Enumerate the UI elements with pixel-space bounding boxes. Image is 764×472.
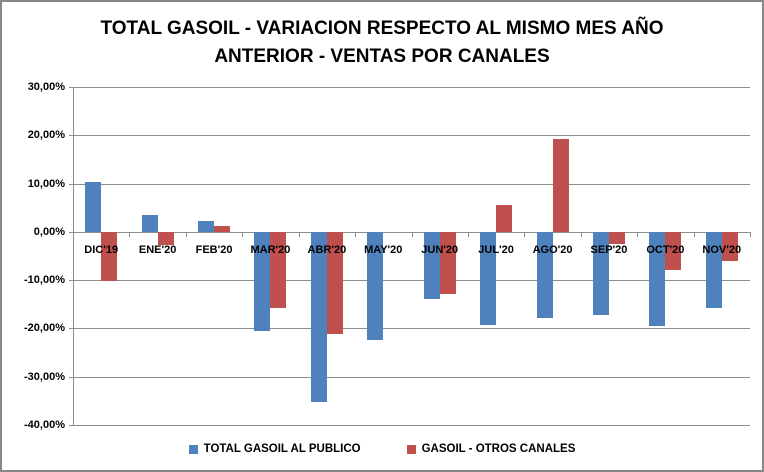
bar-gasoil-otros-canales	[270, 231, 287, 309]
x-axis-tick	[467, 231, 469, 237]
bar-gasoil-otros-canales	[665, 231, 682, 270]
bar-gasoil-otros-canales	[721, 231, 738, 262]
gridline	[73, 135, 750, 137]
category-label-jun-20: JUN'20	[421, 243, 459, 256]
y-axis-tick	[69, 280, 73, 282]
gridline	[73, 280, 750, 282]
y-axis-tick-label: 0,00%	[33, 225, 65, 238]
legend-swatch-red	[406, 444, 416, 454]
legend-item-total-gasoil-al-publico: TOTAL GASOIL AL PUBLICO	[188, 443, 361, 455]
bar-gasoil-otros-canales	[439, 231, 456, 295]
bar-total-gasoil-al-publico	[705, 231, 722, 308]
bar-total-gasoil-al-publico	[536, 231, 553, 319]
bar-total-gasoil-al-publico	[649, 231, 666, 326]
y-axis-tick-label: -40,00%	[24, 419, 65, 431]
category-label-may-20: MAY'20	[364, 243, 403, 256]
category-label-sep-20: SEP'20	[590, 243, 628, 256]
x-axis-tick	[129, 231, 131, 237]
gridline	[73, 87, 750, 88]
bar-gasoil-otros-canales	[214, 225, 231, 232]
bar-total-gasoil-al-publico	[480, 231, 497, 325]
x-axis-tick	[524, 231, 526, 237]
y-axis-tick	[69, 231, 73, 233]
legend-swatch-blue	[188, 444, 198, 454]
y-axis-tick-label: -10,00%	[24, 274, 65, 287]
y-axis-tick-label: 10,00%	[27, 177, 65, 190]
category-label-oct-20: OCT'20	[646, 243, 685, 256]
y-axis-tick	[69, 376, 73, 378]
category-label-dic-19: DIC'19	[84, 243, 119, 256]
y-axis-tick-label: -30,00%	[24, 370, 65, 383]
bar-gasoil-otros-canales	[552, 138, 569, 232]
bar-gasoil-otros-canales	[157, 231, 174, 245]
gridline	[73, 183, 750, 185]
bar-gasoil-otros-canales	[496, 205, 513, 232]
chart-title-line-1: TOTAL GASOIL - VARIACION RESPECTO AL MIS…	[100, 18, 664, 39]
bar-total-gasoil-al-publico	[198, 220, 215, 232]
x-axis-tick	[355, 231, 357, 237]
legend: TOTAL GASOIL AL PUBLICO GASOIL - OTROS C…	[2, 443, 762, 455]
category-label-nov-20: NOV'20	[702, 243, 742, 256]
y-axis-tick	[69, 135, 73, 137]
gridline	[73, 425, 750, 426]
chart-title-line-2: ANTERIOR - VENTAS POR CANALES	[214, 46, 550, 67]
x-axis-tick	[298, 231, 300, 237]
bar-gasoil-otros-canales	[101, 231, 118, 282]
x-axis-tick	[411, 231, 413, 237]
chart-title: TOTAL GASOIL - VARIACION RESPECTO AL MIS…	[2, 15, 762, 71]
category-label-ene-20: ENE'20	[138, 243, 177, 256]
x-axis-tick	[242, 231, 244, 237]
y-axis-line	[73, 87, 74, 426]
legend-label: GASOIL - OTROS CANALES	[421, 443, 576, 455]
category-label-mar-20: MAR'20	[250, 243, 291, 256]
y-axis-tick-label: -20,00%	[24, 322, 65, 335]
bar-total-gasoil-al-publico	[592, 231, 609, 315]
bar-gasoil-otros-canales	[608, 231, 625, 244]
y-axis-tick	[69, 183, 73, 185]
category-label-jul-20: JUL'20	[478, 243, 514, 256]
gridline	[73, 376, 750, 378]
x-axis-tick	[580, 231, 582, 237]
x-axis-tick	[693, 231, 695, 237]
category-label-ago-20: AGO'20	[532, 243, 573, 256]
x-axis-tick	[73, 231, 74, 237]
y-axis-tick	[69, 328, 73, 330]
gridline	[73, 328, 750, 330]
bar-total-gasoil-al-publico	[141, 214, 158, 232]
y-axis-tick-label: 30,00%	[27, 81, 65, 93]
category-label-abr-20: ABR'20	[307, 243, 347, 256]
x-axis-tick	[185, 231, 187, 237]
y-axis-tick	[69, 87, 73, 88]
bar-total-gasoil-al-publico	[85, 182, 102, 232]
bar-gasoil-otros-canales	[326, 231, 343, 334]
bar-total-gasoil-al-publico	[423, 231, 440, 300]
y-axis-tick-label: 20,00%	[27, 129, 65, 142]
category-label-feb-20: FEB'20	[195, 243, 233, 256]
x-axis-tick	[637, 231, 639, 237]
bar-total-gasoil-al-publico	[254, 231, 271, 331]
legend-item-gasoil-otros-canales: GASOIL - OTROS CANALES	[406, 443, 576, 455]
bar-total-gasoil-al-publico	[367, 231, 384, 340]
x-axis-tick	[750, 231, 751, 237]
y-axis-tick	[69, 425, 73, 426]
bar-total-gasoil-al-publico	[310, 231, 327, 402]
legend-label: TOTAL GASOIL AL PUBLICO	[203, 443, 361, 455]
